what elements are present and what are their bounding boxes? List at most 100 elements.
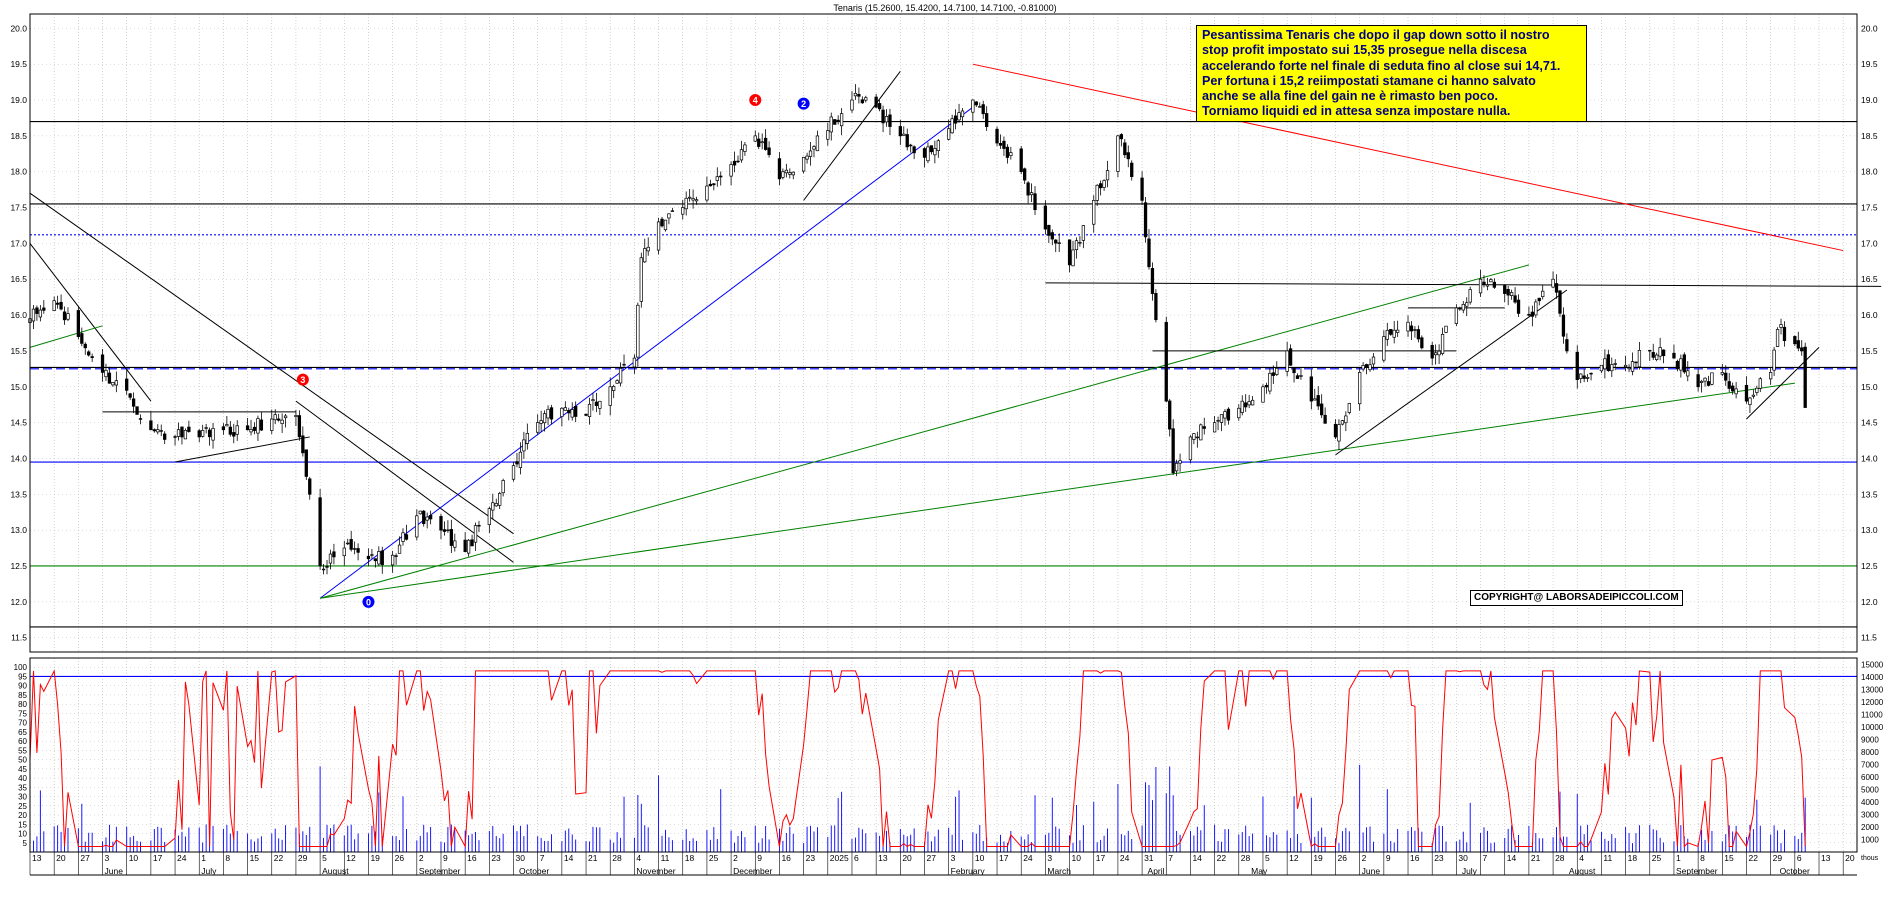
trendline <box>29 192 514 535</box>
candle-body <box>1092 200 1096 225</box>
chart-title: Tenaris (15.2600, 15.4200, 14.7100, 14.7… <box>833 3 1056 13</box>
y-tick-label-left: 19.0 <box>10 95 27 105</box>
candle-body <box>1603 358 1607 370</box>
x-month-label: August <box>1569 866 1596 876</box>
candle-body <box>1703 377 1707 382</box>
x-month-label: April <box>1148 866 1165 876</box>
price-panel-frame <box>29 13 1858 653</box>
volume-tick-label: 2000 <box>1861 823 1879 832</box>
x-tick-label: 12 <box>1289 853 1299 863</box>
candle-body <box>1344 415 1348 424</box>
candle-body <box>38 309 43 318</box>
candle-body <box>100 354 105 373</box>
candle-body <box>1541 290 1545 297</box>
candle-body <box>131 398 136 407</box>
candle-body <box>1029 192 1034 196</box>
x-month-label: September <box>419 866 461 876</box>
oscillator-tick-label: 5 <box>23 839 28 848</box>
candle-body <box>957 112 961 121</box>
candle-body <box>960 110 965 118</box>
candle-body <box>608 386 612 406</box>
candle-body <box>1268 372 1272 392</box>
y-tick-label-left: 13.5 <box>10 489 27 499</box>
candle-body <box>905 134 909 148</box>
x-tick-label: 7 <box>1168 853 1173 863</box>
candle-body <box>1565 339 1569 352</box>
candle-body <box>1313 398 1317 401</box>
candle-body <box>1675 360 1680 370</box>
candle-body <box>1154 293 1158 321</box>
candle-body <box>587 403 592 417</box>
candle-body <box>522 439 526 452</box>
candle-body <box>1067 239 1072 266</box>
candle-body <box>1223 411 1227 419</box>
volume-tick-label: 14000 <box>1861 673 1884 682</box>
candle-body <box>176 429 181 437</box>
candle-body <box>1478 278 1483 294</box>
candle-body <box>1043 205 1048 230</box>
x-tick-label: 28 <box>1555 853 1565 863</box>
oscillator-tick-label: 55 <box>18 746 27 755</box>
candle-body <box>1724 372 1728 381</box>
candle-body <box>1295 375 1300 379</box>
candle-body <box>777 158 782 180</box>
candle-body <box>753 135 757 142</box>
x-tick-label: 4 <box>1579 853 1584 863</box>
candle-body <box>1468 289 1472 303</box>
candle-body <box>1492 281 1497 288</box>
candle-body <box>1320 403 1324 416</box>
annotation-line: stop profit impostato sui 15,35 prosegue… <box>1202 43 1527 58</box>
x-tick-label: 26 <box>1337 853 1347 863</box>
x-tick-label: 1 <box>1676 853 1681 863</box>
candle-body <box>864 97 868 101</box>
candle-body <box>1696 374 1700 388</box>
candle-body <box>829 116 833 133</box>
candle-body <box>1389 329 1393 335</box>
x-tick-label: 13 <box>32 853 42 863</box>
candle-body <box>328 553 333 564</box>
candle-body <box>1465 302 1469 307</box>
trendline <box>1746 346 1820 420</box>
candle-body <box>42 307 46 311</box>
candle-body <box>180 426 184 438</box>
candle-body <box>1102 180 1106 188</box>
candle-body <box>515 461 519 465</box>
annotation-line: Pesantissima Tenaris che dopo il gap dow… <box>1202 28 1550 42</box>
candle-body <box>373 558 378 562</box>
y-tick-label-left: 18.0 <box>10 167 27 177</box>
candle-body <box>294 415 298 417</box>
oscillator-tick-label: 15 <box>18 820 27 829</box>
x-month-label: February <box>951 866 986 876</box>
copyright-label: COPYRIGHT@ LABORSADEIPICCOLI.COM <box>1470 590 1683 606</box>
x-tick-label: 6 <box>854 853 859 863</box>
candle-body <box>114 380 118 386</box>
candle-body <box>332 551 336 558</box>
candle-body <box>950 118 954 134</box>
x-tick-label: 30 <box>1458 853 1468 863</box>
candle-body <box>1458 307 1462 310</box>
candle-body <box>536 422 540 433</box>
candle-body <box>1661 349 1666 357</box>
x-tick-label: 15 <box>1724 853 1734 863</box>
x-tick-label: 9 <box>443 853 448 863</box>
candle-body <box>470 539 474 547</box>
x-tick-label: 18 <box>685 853 695 863</box>
candle-body <box>59 301 63 310</box>
candle-body <box>1727 381 1731 389</box>
y-tick-label-right: 14.0 <box>1861 453 1878 463</box>
candle-body <box>708 183 713 187</box>
candle-body <box>667 213 671 219</box>
candle-body <box>1648 349 1652 352</box>
candle-body <box>981 104 985 115</box>
candle-body <box>1731 385 1735 392</box>
candle-body <box>1575 351 1579 380</box>
candle-body <box>318 497 322 567</box>
oscillator-tick-label: 100 <box>14 663 28 672</box>
candle-body <box>1123 142 1127 156</box>
candle-body <box>1143 202 1148 238</box>
y-tick-label-right: 12.5 <box>1861 561 1878 571</box>
candle-body <box>1748 397 1752 406</box>
y-tick-label-left: 19.5 <box>10 59 27 69</box>
x-tick-label: 19 <box>1313 853 1323 863</box>
candle-body <box>1744 384 1749 402</box>
